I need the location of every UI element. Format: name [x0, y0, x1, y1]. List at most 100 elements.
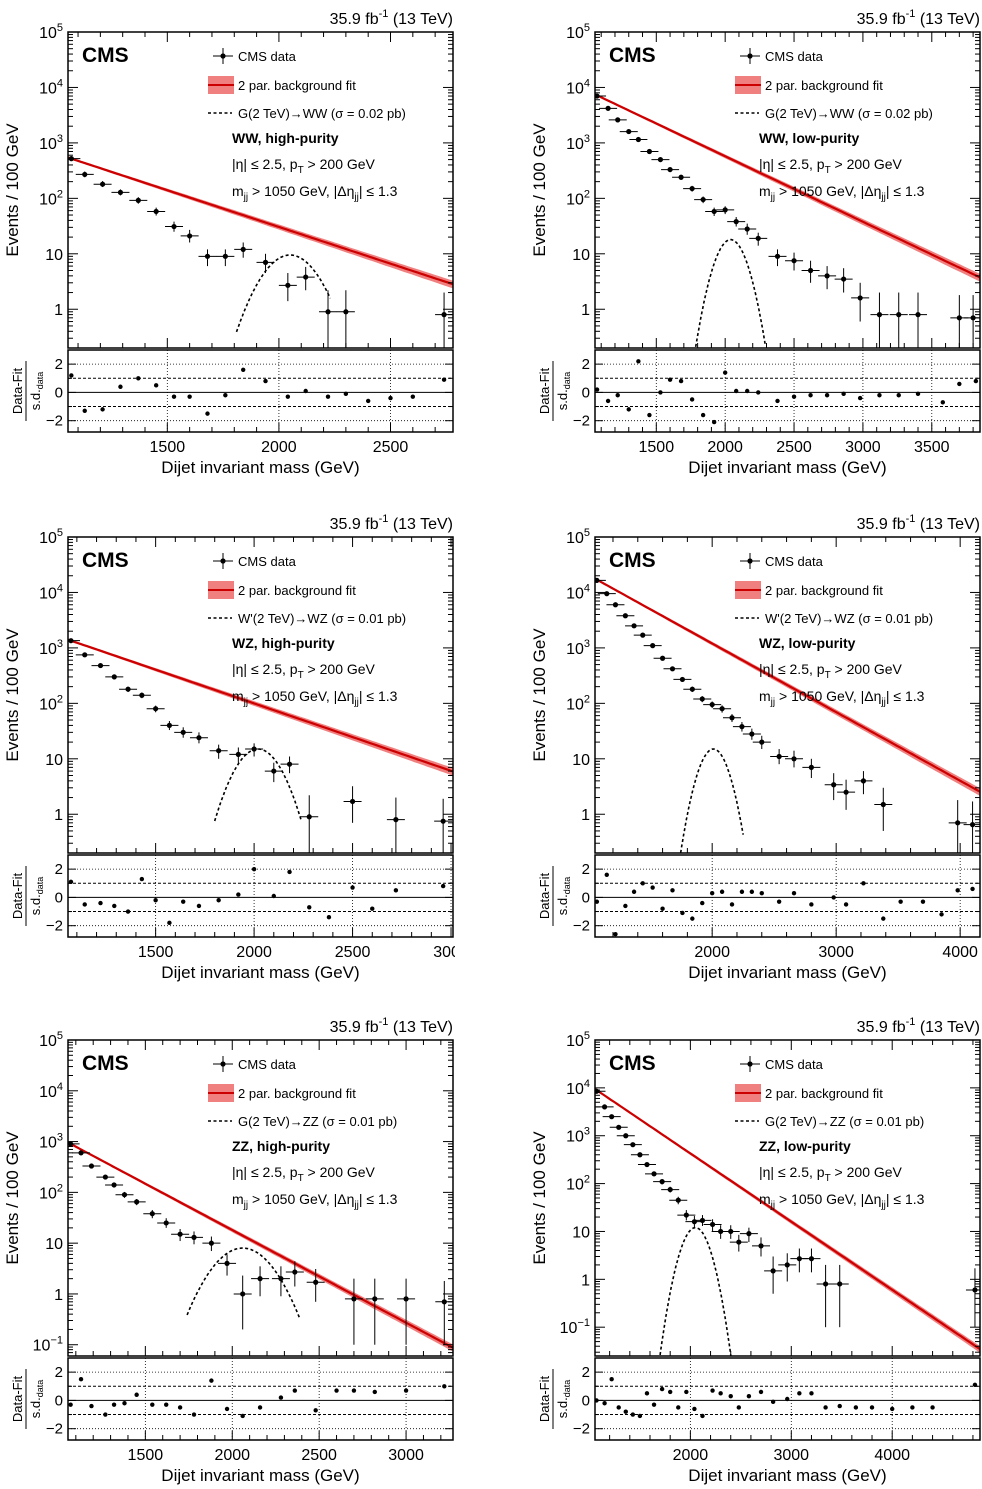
- category-label: WZ, high-purity: [232, 635, 335, 651]
- data-marker: [306, 814, 312, 820]
- data-marker: [251, 746, 257, 752]
- data-marker: [88, 1163, 95, 1169]
- data-marker: [171, 223, 177, 230]
- ratio-point: [613, 931, 618, 937]
- data-point: [830, 1264, 849, 1328]
- ratio-point: [631, 889, 637, 894]
- ratio-point: [797, 1391, 802, 1396]
- data-point: [749, 232, 768, 246]
- cut-deta-text: > 1050 GeV, |Δη: [775, 1191, 881, 1207]
- data-marker: [440, 818, 446, 824]
- data-marker: [843, 789, 849, 795]
- lumi-label: 35.9 fb-1 (13 TeV): [857, 513, 980, 533]
- ratio-point: [251, 866, 257, 872]
- ratio-point: [136, 376, 141, 381]
- ratio-y-axis: −2 0 2: [573, 861, 980, 935]
- lumi-value: 35.9 fb: [330, 1019, 379, 1036]
- data-point: [694, 196, 713, 204]
- data-marker: [718, 1228, 724, 1235]
- x-axis: 1500 2000 2500 3000 3500 Dijet invariant mass…: [600, 423, 974, 477]
- data-marker: [626, 128, 632, 135]
- data-point: [595, 577, 606, 583]
- ratio-y-tick-label: 2: [582, 861, 590, 878]
- data-marker: [292, 1269, 298, 1275]
- data-point: [739, 1227, 758, 1243]
- ratio-y-title: Data-Fit s.d.data: [537, 866, 572, 926]
- ratio-y-tick-label: 0: [55, 1392, 63, 1409]
- lumi-exponent: -1: [379, 513, 389, 525]
- data-marker: [177, 1231, 183, 1237]
- ratio-point: [325, 394, 331, 399]
- y-tick-label: 105: [39, 527, 63, 547]
- data-point: [115, 1191, 134, 1198]
- ratio-point: [164, 1402, 169, 1407]
- data-marker: [876, 312, 883, 318]
- y-tick-base: 10: [572, 752, 590, 769]
- y-tick-label: 10: [45, 1236, 63, 1253]
- ratio-point: [223, 393, 228, 398]
- cms-label: CMS: [609, 549, 656, 572]
- data-point: [209, 744, 228, 759]
- data-marker: [689, 185, 695, 192]
- chart-panel: 35.9 fb-1 (13 TeV)10−1110102103104105Eve…: [3, 1016, 454, 1485]
- ratio-title-subscript: data: [562, 877, 572, 895]
- ratio-point: [700, 900, 705, 906]
- x-axis-title: Dijet invariant mass (GeV): [688, 458, 886, 477]
- legend-data-label: CMS data: [238, 49, 297, 64]
- legend-data-label: CMS data: [765, 554, 824, 569]
- data-marker: [808, 1256, 815, 1262]
- cut-deta-text: > 1050 GeV, |Δη: [248, 1191, 354, 1207]
- ratio-point: [224, 1406, 230, 1412]
- y-tick-label: 102: [39, 693, 63, 713]
- ratio-point: [209, 1378, 214, 1383]
- data-point: [948, 800, 967, 853]
- legend-data-marker: [220, 53, 226, 59]
- ratio-point: [692, 1406, 697, 1412]
- x-tick-label: 3000: [845, 439, 881, 456]
- ratio-point: [111, 1402, 117, 1407]
- data-point: [752, 735, 771, 750]
- ratio-point: [940, 400, 946, 405]
- ratio-point: [700, 1413, 705, 1419]
- y-tick-exponent: 5: [57, 527, 63, 539]
- data-point: [723, 714, 742, 723]
- y-tick-label: 105: [39, 1030, 63, 1050]
- y-tick-exponent: 4: [57, 582, 63, 594]
- ratio-point: [853, 1405, 859, 1410]
- ratio-title-subscript: data: [35, 1380, 45, 1398]
- cms-label: CMS: [82, 549, 129, 572]
- data-marker: [822, 1281, 829, 1287]
- lumi-energy: (13 TeV): [388, 1019, 453, 1036]
- ratio-point: [134, 1392, 139, 1397]
- y-tick-base: 10: [39, 191, 57, 208]
- y-tick-base: 10: [566, 1129, 584, 1146]
- ratio-point: [595, 899, 600, 904]
- data-point: [653, 655, 672, 661]
- ratio-point: [722, 370, 728, 375]
- y-tick-exponent: 2: [584, 188, 590, 200]
- data-marker: [635, 136, 641, 143]
- data-point: [233, 1275, 252, 1330]
- ratio-point: [370, 906, 375, 911]
- ratio-point: [637, 1413, 643, 1419]
- ratio-point: [746, 1393, 752, 1399]
- data-point: [801, 260, 820, 283]
- data-point: [742, 728, 761, 740]
- data-point: [606, 602, 625, 608]
- cut-eta-text: |η| ≤ 2.5, p: [759, 1164, 825, 1180]
- main-plot: [68, 156, 453, 348]
- data-point: [851, 282, 870, 322]
- y-tick-label: 102: [566, 1174, 590, 1194]
- ratio-y-tick-label: 0: [55, 384, 63, 401]
- cut-deta-end: | ≤ 1.3: [886, 688, 925, 704]
- cut-deta-subscript: jj: [353, 192, 358, 203]
- ratio-plot: [68, 350, 453, 432]
- data-point: [752, 1237, 771, 1257]
- y-tick-label: 102: [566, 693, 590, 713]
- y-tick-label: 1: [581, 1272, 590, 1289]
- data-point: [824, 773, 843, 801]
- legend: CMS data 2 par. background fit G(2 TeV)→ZZ…: [735, 1056, 925, 1211]
- data-point: [127, 1199, 146, 1206]
- data-point: [435, 292, 453, 348]
- data-marker: [729, 715, 735, 721]
